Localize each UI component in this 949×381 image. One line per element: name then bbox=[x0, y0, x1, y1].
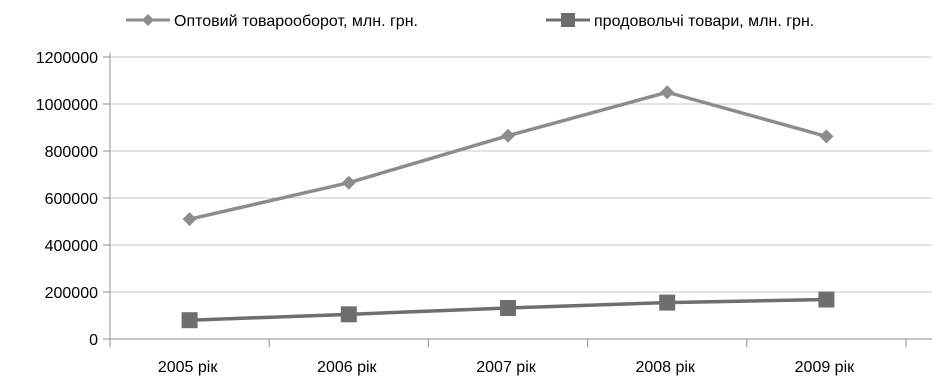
y-tick-label: 200000 bbox=[45, 285, 98, 302]
y-tick-label: 400000 bbox=[45, 238, 98, 255]
legend-item-food: продовольчі товари, млн. грн. bbox=[546, 13, 814, 30]
y-tick-label: 1200000 bbox=[36, 50, 98, 67]
y-tick-label: 600000 bbox=[45, 191, 98, 208]
data-point-diamond bbox=[501, 128, 515, 143]
series-group bbox=[181, 85, 835, 329]
data-point-square bbox=[181, 312, 198, 329]
legend-square-marker-icon bbox=[561, 13, 575, 27]
legend: Оптовий товарооборот, млн. грн. продовол… bbox=[126, 13, 814, 30]
y-tick-label: 800000 bbox=[45, 144, 98, 161]
x-tick-label: 2005 рік bbox=[158, 359, 218, 376]
y-axis-tick-labels: 0 200000 400000 600000 800000 1000000 1200000 bbox=[36, 50, 98, 349]
gridlines bbox=[110, 56, 932, 293]
x-tick-label: 2007 рік bbox=[476, 359, 536, 376]
data-point-square bbox=[818, 291, 835, 308]
data-point-diamond bbox=[819, 129, 834, 144]
axes bbox=[103, 53, 932, 347]
data-point-diamond bbox=[182, 212, 197, 227]
y-tick-label: 0 bbox=[89, 332, 98, 349]
x-tick-label: 2006 рік bbox=[317, 359, 377, 376]
data-point-square bbox=[500, 299, 516, 316]
legend-label-wholesale: Оптовий товарооборот, млн. грн. bbox=[174, 13, 418, 30]
y-tick-label: 1000000 bbox=[36, 97, 98, 114]
x-tick-label: 2009 рік bbox=[795, 359, 855, 376]
legend-item-wholesale: Оптовий товарооборот, млн. грн. bbox=[126, 13, 418, 30]
x-tick-label: 2008 рік bbox=[635, 359, 695, 376]
data-point-square bbox=[340, 306, 357, 323]
legend-label-food: продовольчі товари, млн. грн. bbox=[594, 13, 814, 30]
x-axis-tick-labels: 2005 рік 2006 рік 2007 рік 2008 рік 2009 рік bbox=[158, 359, 855, 376]
series-line-0 bbox=[189, 90, 827, 221]
data-point-square bbox=[659, 294, 676, 311]
legend-diamond-marker-icon bbox=[142, 14, 154, 26]
data-point-diamond bbox=[341, 175, 356, 190]
data-point-diamond bbox=[660, 85, 675, 100]
